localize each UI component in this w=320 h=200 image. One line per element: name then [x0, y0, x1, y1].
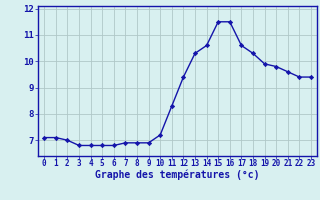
- X-axis label: Graphe des températures (°c): Graphe des températures (°c): [95, 169, 260, 180]
